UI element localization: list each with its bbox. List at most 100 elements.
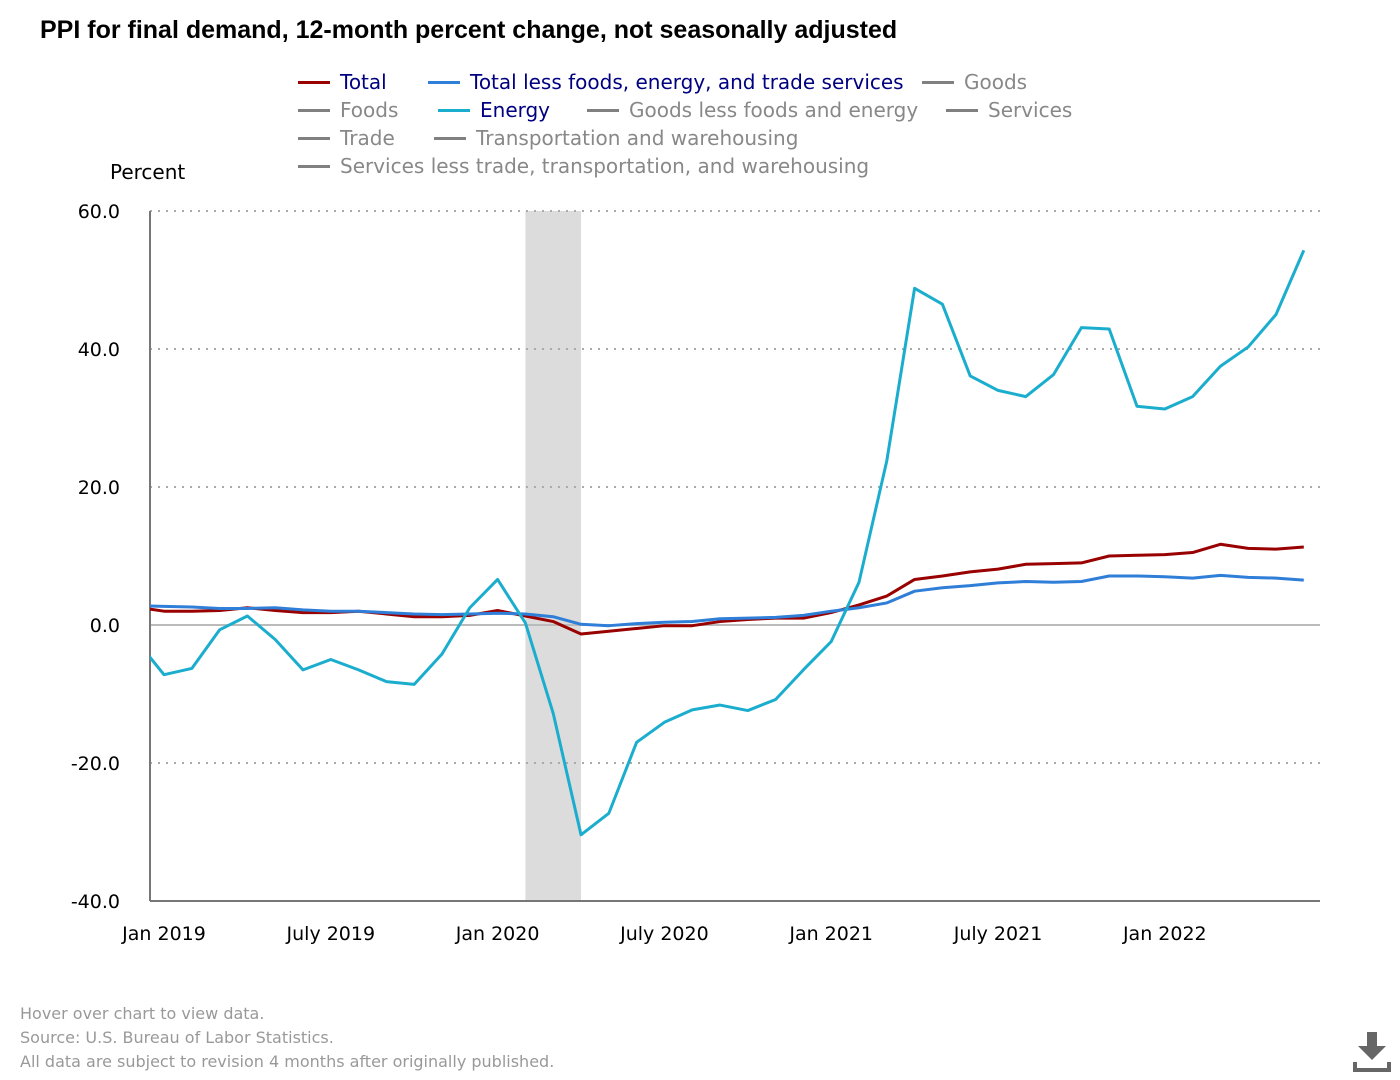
data-point[interactable] — [603, 620, 615, 632]
series-line-total-less-foods-energy-and-trade-services[interactable] — [136, 573, 1304, 628]
data-point[interactable] — [1159, 571, 1171, 583]
data-point[interactable] — [1131, 549, 1143, 561]
data-point[interactable] — [1214, 360, 1226, 372]
data-point[interactable] — [1103, 570, 1115, 582]
data-point[interactable] — [1298, 541, 1310, 553]
data-point[interactable] — [992, 563, 1004, 575]
data-point[interactable] — [1187, 572, 1199, 584]
data-point[interactable] — [353, 605, 365, 617]
series-line-energy[interactable] — [136, 249, 1306, 837]
data-point[interactable] — [380, 607, 392, 619]
data-point[interactable] — [519, 617, 531, 629]
data-point[interactable] — [1214, 538, 1226, 550]
data-point[interactable] — [325, 654, 337, 666]
data-point[interactable] — [241, 610, 253, 622]
data-point[interactable] — [214, 602, 226, 614]
data-point[interactable] — [853, 576, 865, 588]
data-point[interactable] — [909, 282, 921, 294]
data-point[interactable] — [936, 570, 948, 582]
data-point[interactable] — [492, 607, 504, 619]
data-point[interactable] — [658, 616, 670, 628]
data-point[interactable] — [1103, 550, 1115, 562]
data-point[interactable] — [964, 566, 976, 578]
data-point[interactable] — [631, 736, 643, 748]
legend-item-services[interactable]: Services — [946, 98, 1072, 122]
data-point[interactable] — [1214, 569, 1226, 581]
data-point[interactable] — [881, 597, 893, 609]
data-point[interactable] — [575, 618, 587, 630]
data-point[interactable] — [853, 602, 865, 614]
data-point[interactable] — [1270, 543, 1282, 555]
data-point[interactable] — [297, 664, 309, 676]
legend-item-total[interactable]: Total — [298, 70, 387, 94]
data-point[interactable] — [742, 612, 754, 624]
data-point[interactable] — [797, 664, 809, 676]
data-point[interactable] — [936, 298, 948, 310]
data-point[interactable] — [353, 664, 365, 676]
data-point[interactable] — [964, 580, 976, 592]
data-point[interactable] — [547, 611, 559, 623]
data-point[interactable] — [1020, 391, 1032, 403]
data-point[interactable] — [686, 704, 698, 716]
data-point[interactable] — [964, 370, 976, 382]
data-point[interactable] — [1020, 558, 1032, 570]
data-point[interactable] — [1187, 391, 1199, 403]
data-point[interactable] — [686, 616, 698, 628]
data-point[interactable] — [1131, 400, 1143, 412]
legend-item-services-less-trade-transportation-and-warehousing[interactable]: Services less trade, transportation, and… — [298, 154, 869, 178]
data-point[interactable] — [909, 573, 921, 585]
data-point[interactable] — [380, 676, 392, 688]
data-point[interactable] — [1075, 576, 1087, 588]
data-point[interactable] — [658, 716, 670, 728]
data-point[interactable] — [1159, 403, 1171, 415]
data-point[interactable] — [408, 678, 420, 690]
data-point[interactable] — [603, 807, 615, 819]
data-point[interactable] — [1242, 341, 1254, 353]
download-icon[interactable] — [1352, 1030, 1392, 1074]
data-point[interactable] — [436, 609, 448, 621]
data-point[interactable] — [770, 611, 782, 623]
data-point[interactable] — [269, 633, 281, 645]
data-point[interactable] — [770, 694, 782, 706]
data-point[interactable] — [992, 384, 1004, 396]
data-point[interactable] — [1187, 547, 1199, 559]
data-point[interactable] — [797, 609, 809, 621]
data-point[interactable] — [1020, 576, 1032, 588]
legend-item-goods[interactable]: Goods — [922, 70, 1027, 94]
data-point[interactable] — [1048, 369, 1060, 381]
data-point[interactable] — [1075, 322, 1087, 334]
data-point[interactable] — [742, 705, 754, 717]
legend-item-transportation-and-warehousing[interactable]: Transportation and warehousing — [434, 126, 798, 150]
data-point[interactable] — [825, 605, 837, 617]
data-point[interactable] — [1131, 570, 1143, 582]
data-point[interactable] — [492, 573, 504, 585]
data-point[interactable] — [297, 604, 309, 616]
data-point[interactable] — [1270, 572, 1282, 584]
data-point[interactable] — [186, 662, 198, 674]
data-point[interactable] — [1270, 309, 1282, 321]
data-point[interactable] — [269, 602, 281, 614]
data-point[interactable] — [1242, 571, 1254, 583]
data-point[interactable] — [936, 582, 948, 594]
data-point[interactable] — [992, 577, 1004, 589]
legend-item-goods-less-foods-and-energy[interactable]: Goods less foods and energy — [587, 98, 918, 122]
legend-item-total-less-foods-energy-and-trade-services[interactable]: Total less foods, energy, and trade serv… — [428, 70, 904, 94]
data-point[interactable] — [1075, 557, 1087, 569]
data-point[interactable] — [464, 602, 476, 614]
data-point[interactable] — [436, 648, 448, 660]
legend-item-energy[interactable]: Energy — [438, 98, 550, 122]
data-point[interactable] — [186, 601, 198, 613]
data-point[interactable] — [575, 829, 587, 841]
data-point[interactable] — [714, 699, 726, 711]
data-point[interactable] — [325, 605, 337, 617]
data-point[interactable] — [881, 455, 893, 467]
data-point[interactable] — [547, 707, 559, 719]
data-point[interactable] — [1103, 323, 1115, 335]
data-point[interactable] — [909, 585, 921, 597]
data-point[interactable] — [1159, 549, 1171, 561]
data-point[interactable] — [408, 608, 420, 620]
data-point[interactable] — [825, 636, 837, 648]
data-point[interactable] — [214, 624, 226, 636]
data-point[interactable] — [1242, 542, 1254, 554]
